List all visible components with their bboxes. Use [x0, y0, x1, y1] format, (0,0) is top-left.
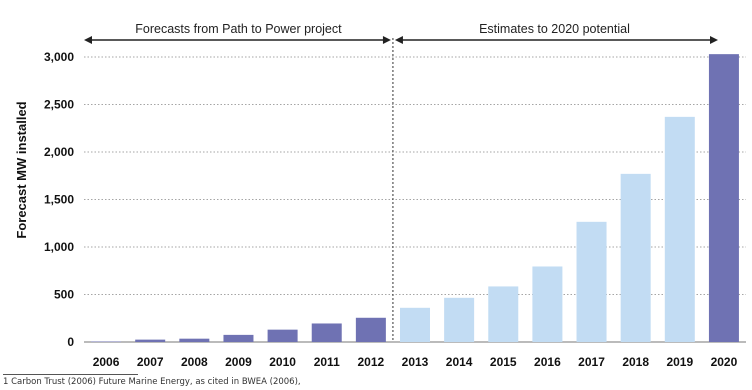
x-tick-label: 2006: [93, 355, 120, 369]
y-axis-label: Forecast MW installed: [14, 101, 29, 238]
x-tick-label: 2017: [578, 355, 605, 369]
y-tick-label: 1,500: [44, 193, 74, 207]
bar-2007: [135, 339, 166, 342]
x-tick-label: 2018: [622, 355, 649, 369]
x-tick-label: 2007: [137, 355, 164, 369]
annotations: Forecasts from Path to Power project Esti…: [84, 22, 718, 342]
y-tick-label: 2,000: [44, 145, 74, 159]
bars: [91, 54, 739, 343]
y-axis-ticks: 0 500 1,000 1,500 2,000 2,500 3,000: [44, 50, 74, 349]
annotation-left: Forecasts from Path to Power project: [135, 22, 342, 36]
x-tick-label: 2019: [666, 355, 693, 369]
x-tick-label: 2011: [314, 355, 340, 369]
annotation-right: Estimates to 2020 potential: [479, 22, 630, 36]
footnote: 1 Carbon Trust (2006) Future Marine Ener…: [3, 377, 301, 387]
x-axis-ticks: 2006 2007 2008 2009 2010 2011 2012 2013 2014 2015…: [93, 355, 738, 369]
x-tick-label: 2016: [534, 355, 561, 369]
bar-2011: [311, 323, 342, 342]
x-tick-label: 2010: [269, 355, 296, 369]
y-tick-label: 3,000: [44, 50, 74, 64]
bar-2018: [620, 173, 651, 342]
bar-2009: [223, 334, 254, 342]
y-tick-label: 2,500: [44, 98, 74, 112]
bar-2015: [488, 286, 519, 342]
x-tick-label: 2009: [225, 355, 252, 369]
y-tick-label: 500: [54, 288, 74, 302]
bar-2014: [444, 297, 475, 342]
bar-2020: [708, 54, 739, 343]
bar-2010: [267, 329, 298, 342]
bar-2019: [664, 116, 695, 342]
arrowhead-left-end: [382, 36, 391, 44]
bar-2017: [576, 221, 607, 342]
bar-2008: [179, 338, 210, 342]
bar-2013: [400, 307, 430, 342]
x-tick-label: 2014: [446, 355, 473, 369]
bar-2012: [355, 317, 386, 342]
bar-2016: [532, 266, 563, 342]
bar-2006: [91, 341, 122, 343]
arrowhead-left: [84, 36, 92, 44]
y-tick-label: 0: [67, 335, 74, 349]
arrowhead-right-start: [394, 36, 403, 44]
x-tick-label: 2012: [358, 355, 385, 369]
x-tick-label: 2020: [711, 355, 738, 369]
arrowhead-right: [710, 36, 718, 44]
x-tick-label: 2013: [402, 355, 429, 369]
x-tick-label: 2008: [181, 355, 208, 369]
footnote-rule: [3, 374, 138, 375]
y-tick-label: 1,000: [44, 240, 74, 254]
x-tick-label: 2015: [490, 355, 517, 369]
